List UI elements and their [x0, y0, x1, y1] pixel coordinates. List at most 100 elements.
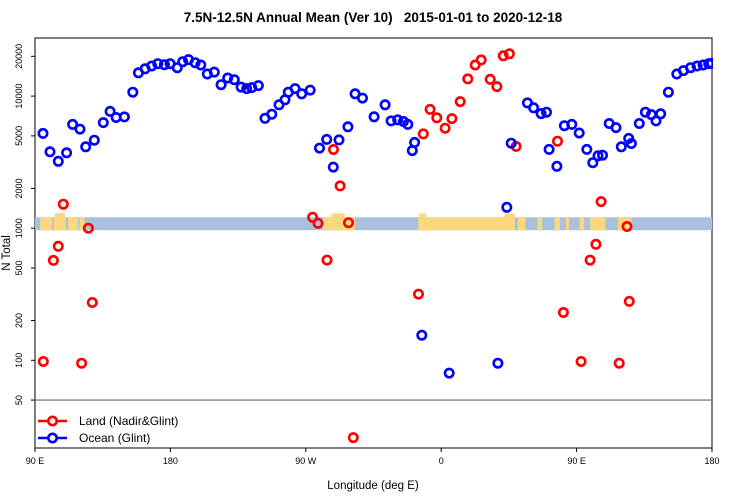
data-point-ocean: [540, 106, 552, 118]
data-point-land: [412, 288, 424, 300]
y-axis-title: N Total: [1, 235, 13, 271]
data-point-ocean: [596, 149, 608, 161]
data-point-land: [621, 221, 633, 233]
data-point-land: [307, 211, 319, 223]
band-land-segment: [579, 217, 585, 231]
data-point-ocean: [127, 86, 139, 98]
data-point-ocean: [61, 147, 73, 159]
band-land-segment: [40, 217, 53, 231]
data-point-land: [37, 355, 49, 367]
data-point-land: [47, 254, 59, 266]
legend-label-land: Land (Nadir&Glint): [79, 414, 178, 428]
data-point-ocean: [88, 134, 100, 146]
data-point-ocean: [44, 146, 56, 158]
band-land-segment: [590, 217, 606, 231]
data-point-ocean: [650, 115, 662, 127]
data-point-land: [497, 50, 509, 62]
x-tick-label: 90 W: [295, 456, 317, 466]
data-point-ocean: [67, 118, 79, 130]
data-point-ocean: [327, 161, 339, 173]
data-point-ocean: [118, 111, 130, 123]
y-tick-label: 10000: [14, 84, 24, 109]
data-point-ocean: [535, 108, 547, 120]
x-tick-label: 0: [439, 456, 444, 466]
legend: Land (Nadir&Glint) Ocean (Glint): [38, 414, 178, 445]
data-point-ocean: [639, 106, 651, 118]
band-land-segment: [79, 217, 85, 231]
data-point-land: [334, 180, 346, 192]
data-point-land: [446, 113, 458, 125]
data-point-land: [417, 128, 429, 140]
data-point-land: [454, 96, 466, 108]
data-point-ocean: [379, 99, 391, 111]
data-point-ocean: [662, 86, 674, 98]
data-point-ocean: [241, 83, 253, 95]
data-point-land: [590, 238, 602, 250]
data-point-ocean: [409, 136, 421, 148]
data-point-land: [595, 196, 607, 208]
band-land-segment: [537, 217, 542, 231]
band-land-bump: [331, 213, 345, 219]
band-land-segment: [418, 217, 515, 231]
data-point-ocean: [52, 155, 64, 167]
data-point-ocean: [80, 141, 92, 153]
band-land-segment: [566, 217, 570, 231]
data-point-land: [76, 357, 88, 369]
data-point-ocean: [684, 62, 696, 74]
data-point-ocean: [592, 150, 604, 162]
data-point-ocean: [581, 143, 593, 155]
data-point-ocean: [296, 88, 308, 100]
plot-frame: [34, 37, 713, 449]
x-axis-title: Longitude (deg E): [327, 480, 419, 492]
data-point-ocean: [625, 138, 637, 150]
data-point-ocean: [74, 123, 86, 135]
data-point-ocean: [655, 108, 667, 120]
data-point-land: [484, 73, 496, 85]
legend-item-ocean: Ocean (Glint): [38, 431, 150, 445]
data-point-ocean: [266, 108, 278, 120]
data-point-ocean: [587, 157, 599, 169]
data-point-ocean: [416, 329, 428, 341]
data-point-land: [347, 432, 359, 444]
data-point-ocean: [691, 60, 703, 72]
data-point-ocean: [505, 137, 517, 149]
data-point-land: [86, 296, 98, 308]
band-land-segment: [68, 217, 78, 231]
data-point-ocean: [195, 59, 207, 71]
data-point-ocean: [443, 367, 455, 379]
data-point-ocean: [633, 118, 645, 130]
x-tick-label: 90 E: [567, 456, 586, 466]
data-point-ocean: [304, 84, 316, 96]
data-point-land: [575, 355, 587, 367]
data-point-land: [475, 54, 487, 66]
data-point-ocean: [356, 92, 368, 104]
data-point-ocean: [610, 122, 622, 134]
legend-marker-land-icon: [46, 415, 58, 427]
y-tick-label: 2000: [14, 178, 24, 198]
data-point-land: [462, 73, 474, 85]
data-point-ocean: [222, 72, 234, 84]
surface-type-band: [35, 213, 712, 231]
data-point-land: [321, 254, 333, 266]
data-point-ocean: [385, 115, 397, 127]
band-ocean: [35, 217, 712, 231]
data-point-land: [491, 81, 503, 93]
y-tick-label: 100: [14, 353, 24, 368]
band-land-segment: [554, 217, 561, 231]
band-land-segment: [517, 217, 526, 231]
y-tick-label: 20000: [14, 44, 24, 69]
data-point-ocean: [528, 102, 540, 114]
band-land-bump: [54, 213, 66, 219]
data-point-ocean: [252, 80, 264, 92]
data-points-group: [37, 48, 713, 444]
data-point-ocean: [235, 81, 247, 93]
y-tick-label: 500: [14, 260, 24, 275]
data-point-land: [52, 240, 64, 252]
y-tick-label: 200: [14, 313, 24, 328]
axes-group: 50 100 200 500 1000 2000 5000 10000 20000 90 E 180…: [14, 44, 720, 466]
data-point-ocean: [177, 56, 189, 68]
data-point-ocean: [566, 118, 578, 130]
data-point-ocean: [492, 357, 504, 369]
data-point-land: [557, 306, 569, 318]
